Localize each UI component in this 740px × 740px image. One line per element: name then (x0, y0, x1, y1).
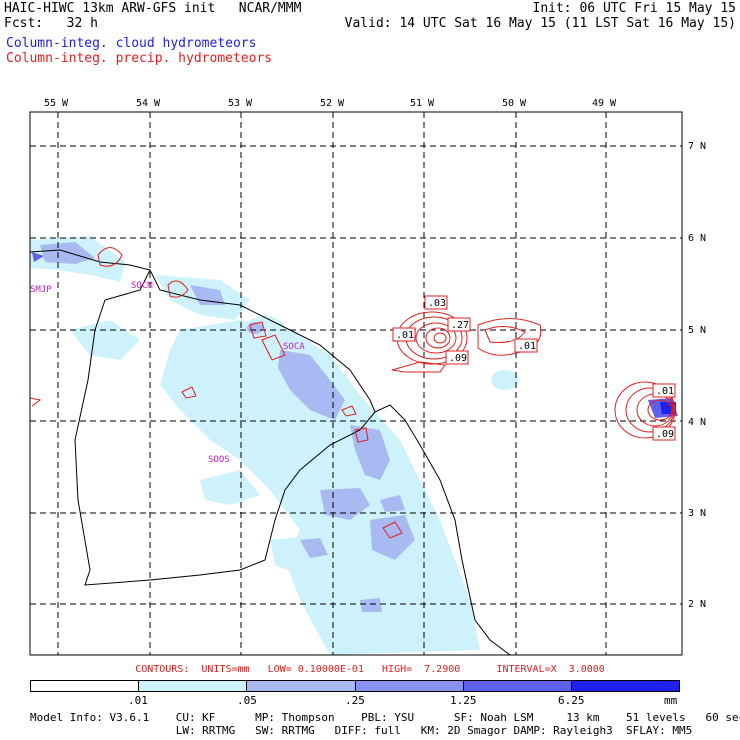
colorbar-swatch (463, 681, 572, 691)
lat-lon-grid (30, 112, 682, 655)
lon-label: 53 W (228, 98, 253, 109)
lon-label: 52 W (320, 98, 345, 109)
coastline (29, 249, 511, 656)
model-info-line2: LW: RRTMG SW: RRTMG DIFF: full KM: 2D Sm… (30, 724, 693, 737)
lon-label: 55 W (44, 98, 69, 109)
colorbar-label: .25 (345, 694, 365, 707)
contour-label: .09 (449, 353, 467, 364)
contour-label: .03 (428, 298, 446, 309)
lat-label: 3 N (688, 508, 706, 519)
init-time: Init: 06 UTC Fri 15 May 15 (532, 1, 737, 16)
forecast-hour: Fcst: 32 h (4, 16, 98, 31)
lat-label: 6 N (688, 233, 706, 244)
lat-label: 2 N (688, 599, 706, 610)
model-info-line1: Model Info: V3.6.1 CU: KF MP: Thompson P… (30, 711, 740, 724)
legend-cloud: Column-integ. cloud hydrometeors (6, 36, 257, 51)
station-label: SOCM (131, 281, 153, 291)
station-label: SOCA (283, 342, 305, 352)
station-label: SMJP (30, 285, 52, 295)
colorbar-swatch (355, 681, 464, 691)
contour-label: .09 (656, 429, 674, 440)
contour-label: .01 (396, 330, 414, 341)
colorbar-swatch (31, 681, 140, 691)
lat-label: 4 N (688, 417, 706, 428)
valid-time: Valid: 14 UTC Sat 16 May 15 (11 LST Sat … (344, 16, 736, 31)
colorbar-label: .01 (128, 694, 148, 707)
contour-label: .27 (451, 320, 469, 331)
lat-label: 5 N (688, 325, 706, 336)
colorbar-swatch (247, 681, 356, 691)
map-plot: 55 W 54 W 53 W 52 W 51 W 50 W 49 W 7 N 6… (29, 98, 706, 656)
colorbar-label: .05 (237, 694, 257, 707)
station-label: SOOS (208, 455, 230, 465)
colorbar-swatch (571, 681, 680, 691)
legend-precip: Column-integ. precip. hydrometeors (6, 51, 273, 66)
contour-info: CONTOURS: UNITS=mm LOW= 0.10000E-01 HIGH… (135, 664, 605, 675)
colorbar-label: 6.25 (558, 694, 585, 707)
map-frame (29, 111, 683, 656)
colorbar (30, 680, 680, 692)
colorbar-units: mm (664, 694, 678, 707)
colorbar-swatch (139, 681, 248, 691)
contour-label: .01 (518, 341, 536, 352)
contour-label: .01 (656, 386, 674, 397)
cloud-shading-medium (40, 242, 415, 612)
lon-label: 51 W (410, 98, 435, 109)
lon-label: 54 W (136, 98, 161, 109)
lat-label: 7 N (688, 141, 706, 152)
run-title: HAIC-HIWC 13km ARW-GFS init NCAR/MMM (4, 1, 302, 16)
precip-contours (29, 247, 676, 539)
lon-label: 50 W (502, 98, 527, 109)
colorbar-label: 1.25 (450, 694, 477, 707)
lon-label: 49 W (592, 98, 617, 109)
